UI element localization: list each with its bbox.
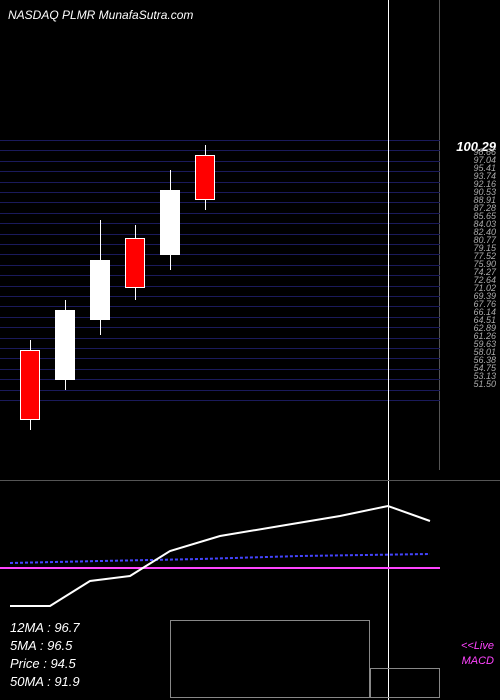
gridline: [0, 213, 440, 214]
candle-body: [90, 260, 110, 320]
info-line: 5MA : 96.5: [10, 638, 72, 653]
info-box: [170, 620, 370, 698]
price-chart-area: [0, 0, 440, 470]
candle-body: [160, 190, 180, 255]
gridline: [0, 192, 440, 193]
gridline: [0, 244, 440, 245]
gridline: [0, 182, 440, 183]
stock-chart-container: NASDAQ PLMR MunafaSutra.com 100.29 98.66…: [0, 0, 500, 700]
info-box: [370, 668, 440, 698]
gridline: [0, 254, 440, 255]
info-line: Price : 94.5: [10, 656, 76, 671]
candle-body: [195, 155, 215, 200]
gridline: [0, 400, 440, 401]
macd-chart: [0, 481, 440, 621]
gridline: [0, 286, 440, 287]
gridline: [0, 390, 440, 391]
info-line: 50MA : 91.9: [10, 674, 80, 689]
gridline: [0, 140, 440, 141]
gridline: [0, 150, 440, 151]
gridline: [0, 161, 440, 162]
gridline: [0, 265, 440, 266]
gridline: [0, 306, 440, 307]
gridline: [0, 171, 440, 172]
info-line: 12MA : 96.7: [10, 620, 80, 635]
gridline: [0, 223, 440, 224]
candle-body: [20, 350, 40, 420]
gridline: [0, 296, 440, 297]
gridline: [0, 202, 440, 203]
candle-body: [55, 310, 75, 380]
gridline: [0, 275, 440, 276]
candle-body: [125, 238, 145, 288]
gridline: [0, 234, 440, 235]
macd-panel: [0, 480, 500, 620]
y-tick-label: 51.50: [473, 380, 496, 389]
